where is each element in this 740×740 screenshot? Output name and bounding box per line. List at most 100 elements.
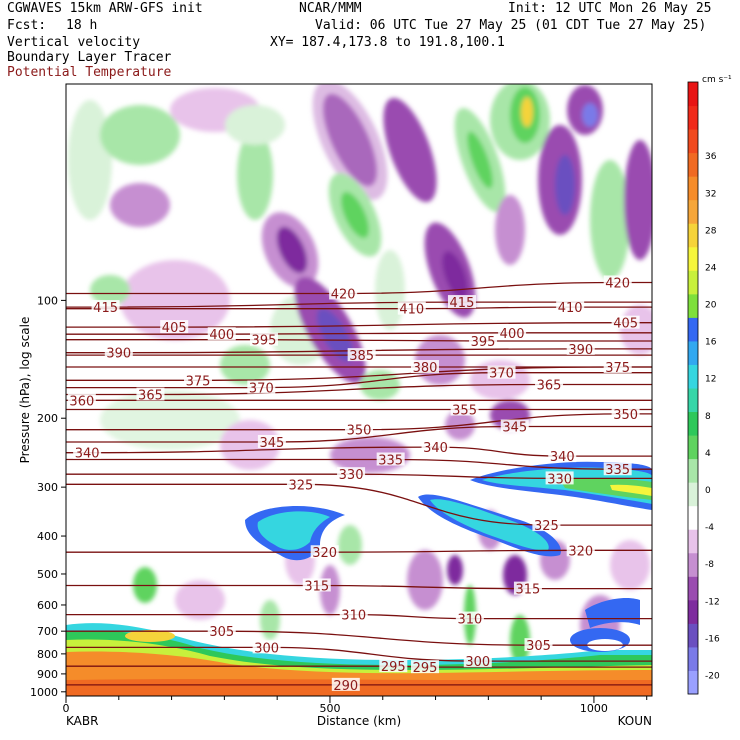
theta-line-310 (66, 613, 652, 620)
theta-label-bg (104, 345, 133, 359)
theta-label-bg (611, 315, 640, 329)
theta-label-365-1: 365 (537, 378, 562, 393)
theta-label-410-1: 410 (558, 301, 583, 316)
colorbar-frame (687, 81, 699, 695)
theta-label-350-0: 350 (347, 424, 372, 439)
theta-label-bg (410, 360, 439, 374)
y-tick-label-700: 700 (37, 625, 58, 638)
theta-label-420-1: 420 (605, 276, 630, 291)
theta-label-bg (611, 406, 640, 420)
theta-label-bg (247, 380, 276, 394)
distance-axis: 0 500 1000 (63, 696, 648, 715)
colorbar-swatch-18 (688, 246, 698, 271)
theta-label-340-2: 340 (550, 450, 575, 465)
colorbar-swatch-7 (688, 505, 698, 530)
colorbar-swatch-8 (688, 482, 698, 507)
theta-label-bg (397, 301, 426, 315)
colorbar-label-20: 20 (705, 301, 717, 311)
x-axis-title: Distance (km) (317, 714, 401, 728)
theta-label-355-0: 355 (452, 403, 477, 418)
colorbar: -20 -16 -12 -8 -4 0 4 8 12 16 20 24 28 32 36 (687, 81, 720, 695)
fcst-label: Fcst: (7, 18, 47, 33)
theta-label-bg (463, 654, 492, 668)
theta-label-bg (376, 452, 405, 466)
theta-label-bg (286, 477, 315, 491)
theta-label-bg (603, 360, 632, 374)
theta-line-345 (66, 425, 652, 443)
theta-label-bg (566, 543, 595, 557)
theta-label-bg (498, 325, 527, 339)
colorbar-label--4: -4 (705, 523, 714, 533)
colorbar-swatch-15 (688, 317, 698, 342)
theta-label-bg (566, 341, 595, 355)
colorbar-swatch-2 (688, 623, 698, 648)
colorbar-label-4: 4 (705, 449, 711, 459)
theta-label-bg (257, 434, 286, 448)
theta-label-bg (556, 300, 585, 314)
colorbar-label--20: -20 (705, 671, 720, 681)
theta-label-400-1: 400 (500, 327, 525, 342)
colorbar-swatch-24 (688, 105, 698, 130)
theta-label-bg (183, 373, 212, 387)
fcst-value: 18 h (66, 18, 98, 33)
theta-label-390-1: 390 (568, 343, 593, 358)
theta-label-bg (603, 462, 632, 476)
colorbar-swatch-22 (688, 152, 698, 177)
colorbar-label-24: 24 (705, 263, 717, 273)
colorbar-label-8: 8 (705, 412, 711, 422)
theta-line-370 (66, 372, 652, 389)
theta-label-365-0: 365 (138, 389, 163, 404)
y-tick-label-1000: 1000 (30, 686, 58, 699)
theta-label-295-0: 295 (381, 660, 406, 675)
x-end-station: KOUN (618, 714, 652, 728)
colorbar-label-36: 36 (705, 152, 717, 162)
colorbar-swatch-10 (688, 435, 698, 460)
theta-label-405-0: 405 (162, 321, 187, 336)
x-tick-label-0: 0 (63, 702, 70, 715)
colorbar-swatch-12 (688, 388, 698, 413)
y-tick-label-400: 400 (37, 530, 58, 543)
theta-label-330-1: 330 (547, 472, 572, 487)
theta-label-390-0: 390 (106, 347, 131, 362)
theta-line-315 (66, 584, 652, 590)
colorbar-swatch-16 (688, 293, 698, 318)
theta-label-bg (545, 471, 574, 485)
theta-label-415-0: 415 (93, 301, 118, 316)
theta-label-bg (469, 334, 498, 348)
pressure-axis: 100 200 300 400 500 600 700 800 900 1000 (30, 294, 66, 699)
x-start-station: KABR (66, 714, 98, 728)
colorbar-swatch-20 (688, 199, 698, 224)
theta-label-375-0: 375 (186, 374, 211, 389)
colorbar-swatch-25 (688, 82, 698, 107)
colorbar-swatch-21 (688, 176, 698, 201)
theta-label-bg (447, 295, 476, 309)
theta-label-315-0: 315 (304, 579, 329, 594)
theta-label-315-1: 315 (516, 583, 541, 598)
theta-label-bg (249, 332, 278, 346)
colorbar-swatch-3 (688, 599, 698, 624)
colorbar-label-28: 28 (705, 226, 717, 236)
theta-label-305-1: 305 (526, 639, 551, 654)
field-potential-temperature: Potential Temperature (7, 65, 172, 80)
x-tick-label-500: 500 (319, 702, 340, 715)
center-title: NCAR/MMM (299, 1, 362, 16)
colorbar-swatch-9 (688, 458, 698, 483)
theta-label-395-1: 395 (471, 335, 496, 350)
theta-label-bg (379, 659, 408, 673)
theta-line-300 (66, 646, 652, 662)
theta-label-320-0: 320 (312, 546, 337, 561)
xy-cross-section: XY= 187.4,173.8 to 191.8,100.1 (270, 35, 505, 50)
theta-label-305-0: 305 (209, 625, 234, 640)
colorbar-label--16: -16 (705, 634, 720, 644)
colorbar-label--12: -12 (705, 597, 720, 607)
theta-label-385-0: 385 (349, 349, 374, 364)
theta-label-310-0: 310 (341, 609, 366, 624)
x-tick-label-1000: 1000 (580, 702, 608, 715)
valid-time: Valid: 06 UTC Tue 27 May 25 (01 CDT Tue … (315, 18, 707, 33)
theta-line-365 (66, 383, 652, 396)
theta-line-320 (66, 549, 652, 553)
colorbar-swatch-6 (688, 529, 698, 554)
theta-label-bg (73, 445, 102, 459)
theta-line-305 (66, 630, 652, 646)
